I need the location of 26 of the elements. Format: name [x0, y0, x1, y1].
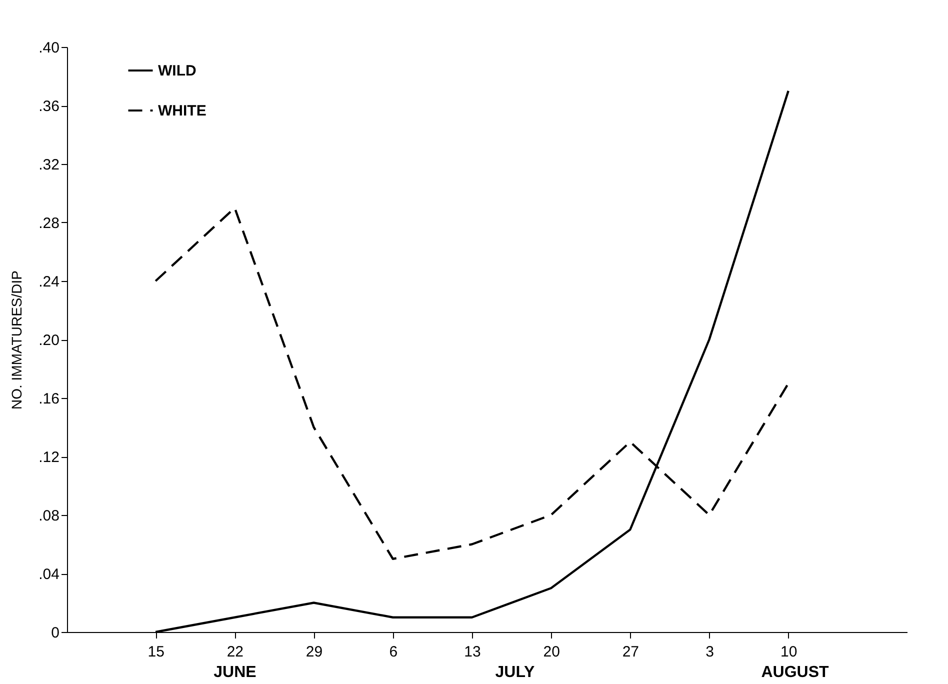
- legend-label: WHITE: [158, 102, 206, 120]
- text: JULY: [495, 664, 536, 681]
- y-tick-label: .04: [38, 566, 60, 583]
- y-tick-label: 0: [51, 624, 60, 642]
- x-tick-label: 22: [226, 644, 244, 660]
- text: AUGUST: [761, 664, 829, 681]
- y-tick-label: .08: [38, 508, 60, 524]
- y-axis-title: NO. IMMATURES/DIP: [8, 270, 25, 410]
- x-tick-label: 15: [148, 644, 164, 660]
- x-tick-label: 6: [389, 644, 398, 660]
- y-tick-label: .36: [38, 98, 60, 115]
- y-tick-label: .16: [38, 390, 60, 408]
- x-tick-label: 10: [780, 644, 798, 660]
- x-tick-label: 13: [464, 644, 481, 660]
- y-tick-label: .32: [38, 156, 60, 174]
- y-tick-label: .20: [38, 332, 60, 349]
- x-tick-label: 27: [622, 644, 640, 660]
- x-tick-label: 20: [543, 644, 560, 660]
- y-tick-label: .28: [38, 215, 60, 232]
- y-tick-label: .40: [38, 40, 60, 56]
- legend-label: WILD: [158, 62, 196, 80]
- x-tick-label: 3: [706, 644, 714, 660]
- y-tick-label: .24: [38, 274, 60, 290]
- y-tick-label: .12: [38, 449, 60, 466]
- text: JUNE: [214, 664, 257, 681]
- x-tick-label: 29: [306, 644, 323, 660]
